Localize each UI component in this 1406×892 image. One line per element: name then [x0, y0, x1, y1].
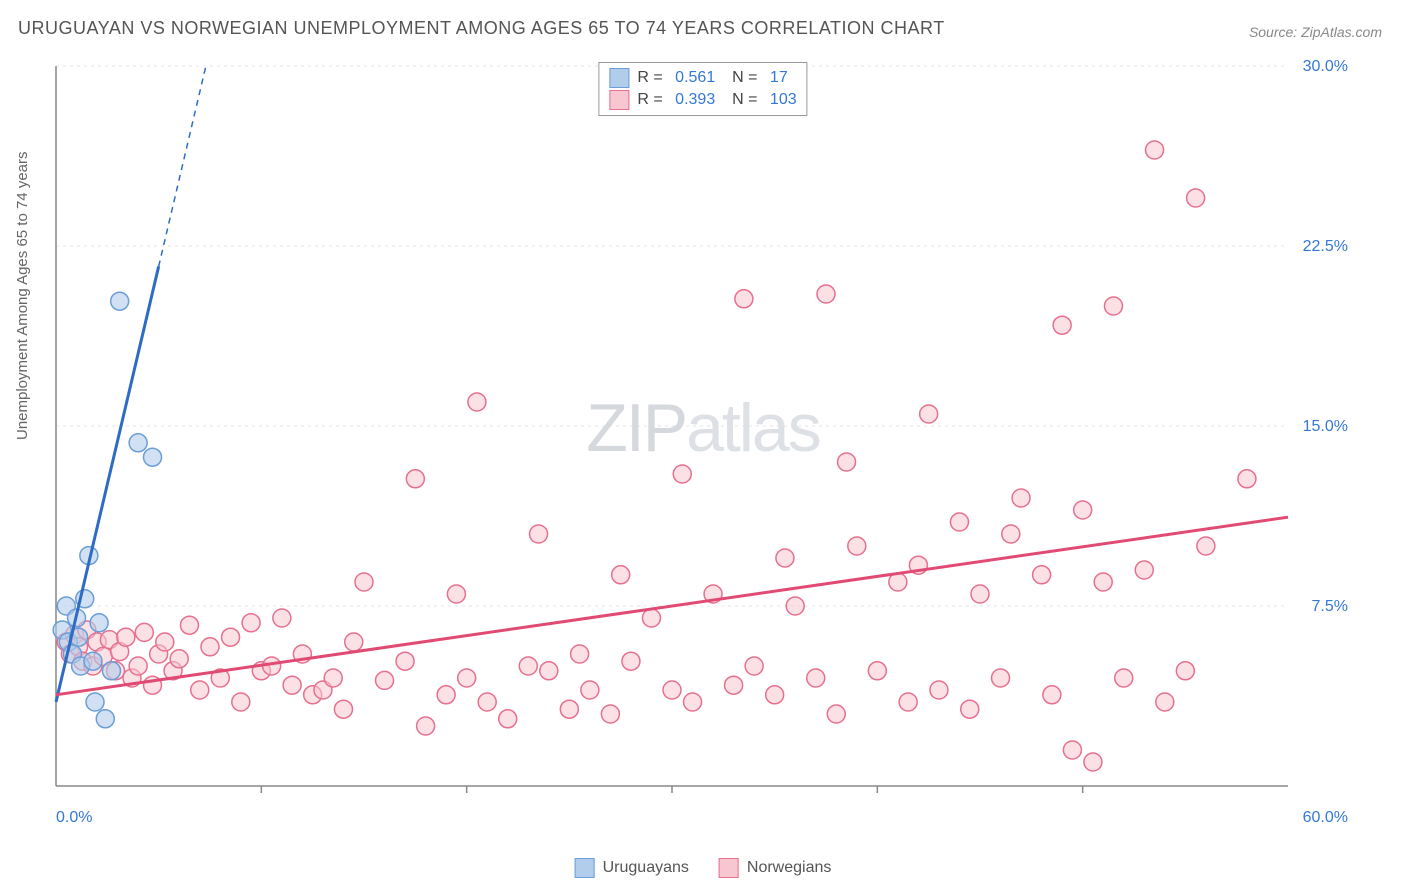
y-axis-label: Unemployment Among Ages 65 to 74 years — [14, 151, 31, 440]
svg-text:60.0%: 60.0% — [1303, 809, 1348, 826]
svg-text:22.5%: 22.5% — [1303, 238, 1348, 255]
n-value-norwegians: 103 — [770, 91, 797, 109]
legend-label-uruguayans: Uruguayans — [603, 859, 689, 877]
source-attribution: Source: ZipAtlas.com — [1249, 24, 1382, 40]
legend-item-uruguayans: Uruguayans — [575, 858, 689, 878]
r-value-norwegians: 0.393 — [675, 91, 715, 109]
r-value-uruguayans: 0.561 — [675, 69, 715, 87]
n-value-uruguayans: 17 — [770, 69, 788, 87]
svg-text:30.0%: 30.0% — [1303, 58, 1348, 75]
legend-label-norwegians: Norwegians — [747, 859, 831, 877]
swatch-norwegians-icon — [719, 858, 739, 878]
scatter-plot: 7.5% 15.0% 22.5% 30.0% 0.0% 60.0% — [48, 58, 1358, 826]
svg-text:0.0%: 0.0% — [56, 809, 92, 826]
swatch-norwegians — [609, 90, 629, 110]
svg-text:7.5%: 7.5% — [1312, 598, 1348, 615]
chart-title: URUGUAYAN VS NORWEGIAN UNEMPLOYMENT AMON… — [18, 18, 945, 39]
correlation-legend: R = 0.561 N = 17 R = 0.393 N = 103 — [598, 62, 807, 116]
svg-text:15.0%: 15.0% — [1303, 418, 1348, 435]
swatch-uruguayans — [609, 68, 629, 88]
legend-row-uruguayans: R = 0.561 N = 17 — [609, 67, 796, 89]
chart-container: URUGUAYAN VS NORWEGIAN UNEMPLOYMENT AMON… — [0, 0, 1406, 892]
swatch-uruguayans-icon — [575, 858, 595, 878]
legend-item-norwegians: Norwegians — [719, 858, 831, 878]
series-legend: Uruguayans Norwegians — [575, 858, 832, 878]
legend-row-norwegians: R = 0.393 N = 103 — [609, 89, 796, 111]
